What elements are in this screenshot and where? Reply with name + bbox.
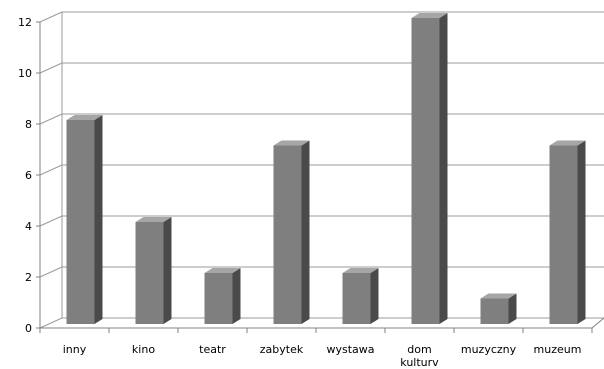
x-category-label: muzyczny [461,343,517,356]
x-category-label: zabytek [260,343,304,356]
y-tick-label: 0 [25,322,32,335]
bar-top [66,115,103,120]
x-category-label: dom kulturv [400,343,439,369]
bar-top [273,140,310,146]
x-category-label: kino [132,343,155,356]
bar-side [370,268,379,324]
gridline-diagonal [39,62,63,74]
bar-front [480,298,509,324]
bar-front [342,273,371,324]
bar-top [135,217,172,222]
bar-front [204,273,233,324]
gridline-diagonal [39,266,63,278]
y-tick-label: 12 [18,16,32,29]
gridline-diagonal [39,11,63,23]
gridlines [39,11,604,329]
y-tick-labels: 0 2 4 6 8 10 12 [18,16,32,335]
bar [411,13,448,324]
bar [549,140,586,324]
bar [342,268,379,324]
gridline-diagonal [39,215,63,227]
bar-side [439,13,448,324]
bar-side [163,217,172,324]
axes [36,12,604,333]
floor-edge [591,317,604,329]
bar-front [549,145,578,324]
bar-side [232,268,241,324]
y-tick-label: 8 [25,118,32,131]
bar [135,217,172,324]
gridline-diagonal [39,317,63,329]
bar [204,268,241,324]
x-category-labels: inny kino teatr zabytek wystawa dom kulturv muz… [63,343,582,369]
bar-top [411,13,448,18]
x-category-label: inny [63,343,87,356]
bar-top [480,293,517,299]
bar-side [94,115,103,324]
bar-front [273,145,302,324]
bar-side [301,140,310,324]
bar-side [508,293,517,324]
y-tick-label: 2 [25,271,32,284]
y-tick-label: 6 [25,169,32,182]
bar [273,140,310,324]
x-category-label: wystawa [326,343,374,356]
bar-side [577,140,586,324]
gridline-diagonal [39,113,63,125]
bar-front [135,222,164,324]
bars [66,13,586,324]
bar-top [549,140,586,146]
bar-front [411,18,440,324]
bar [66,115,103,324]
x-category-label: teatr [199,343,226,356]
bar-front [66,120,95,324]
bar-top [342,268,379,273]
gridline-diagonal [39,164,63,176]
y-tick-label: 4 [25,220,32,233]
bar [480,293,517,324]
y-tick-label: 10 [18,67,32,80]
x-category-label: muzeum [534,343,582,356]
bar-top [204,268,241,273]
